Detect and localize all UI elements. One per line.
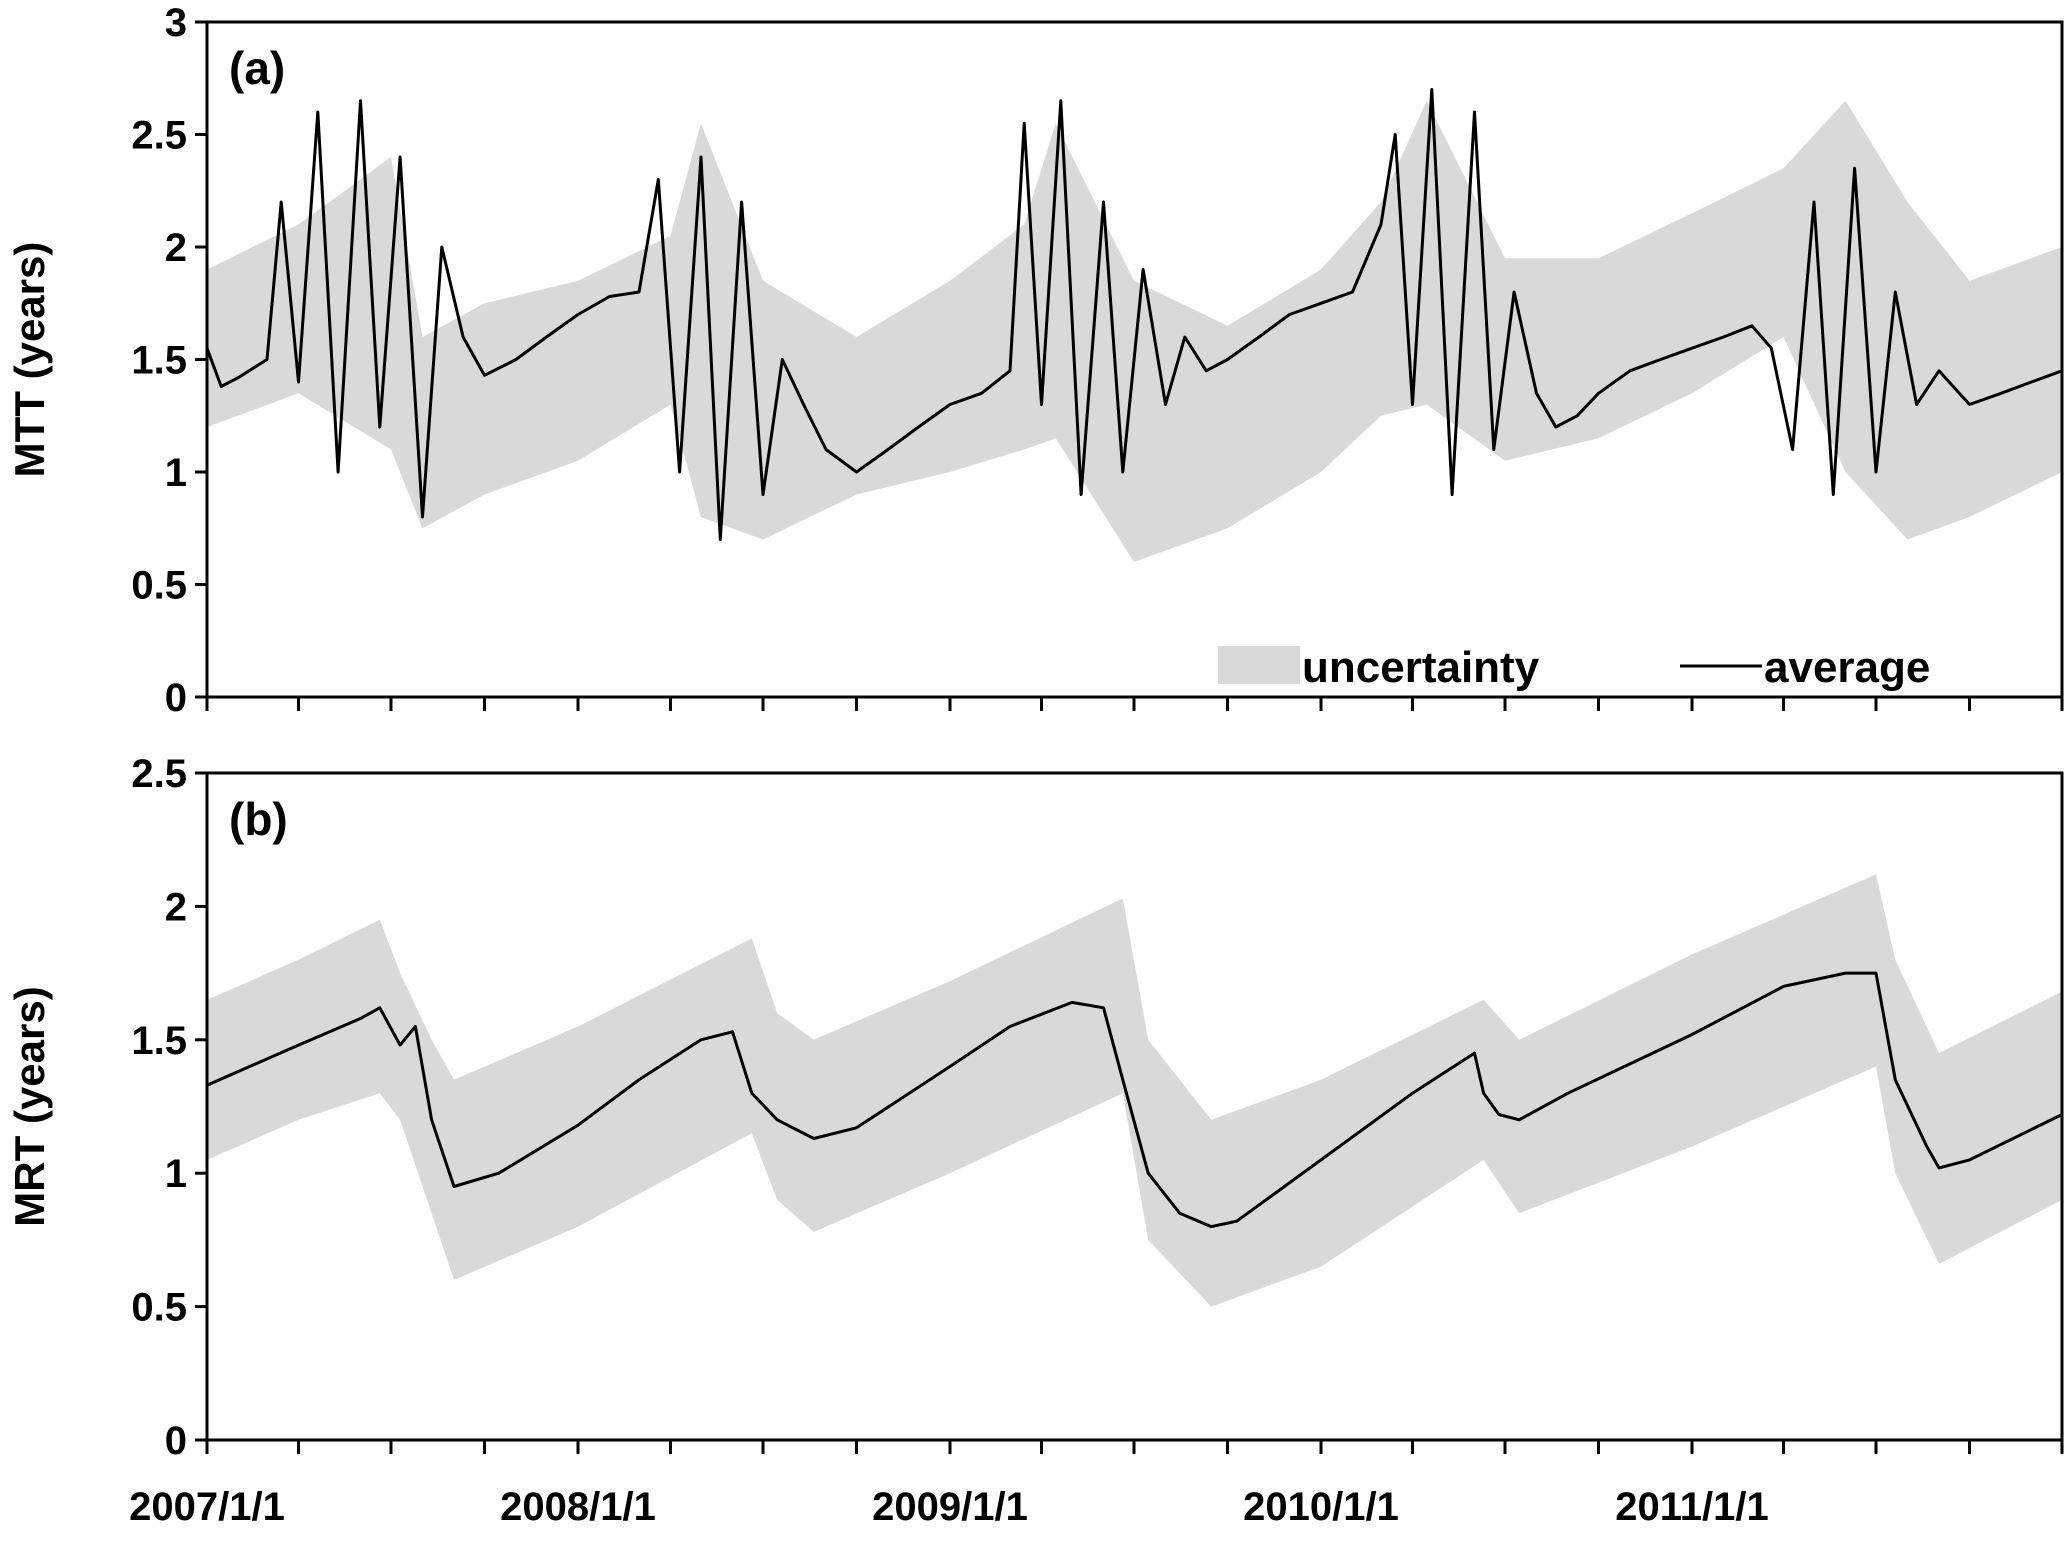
y-tick-label: 0.5: [131, 1286, 187, 1330]
y-tick-label: 1: [165, 1152, 187, 1196]
y-axis-ticks: 0 0.5 1 1.5 2 2.5 3: [131, 1, 207, 720]
y-axis-title: MRT (years): [6, 986, 53, 1226]
y-tick-label: 0: [165, 676, 187, 720]
y-tick-label: 1.5: [131, 1019, 187, 1063]
x-tick-label: 2009/1/1: [872, 1485, 1028, 1529]
y-tick-label: 2.5: [131, 114, 187, 158]
average-line: [206, 971, 2063, 1229]
x-tick-label: 2011/1/1: [1615, 1485, 1769, 1529]
y-axis-title: MTT (years): [6, 242, 53, 478]
average-line-layer: [206, 971, 2063, 1229]
y-tick-label: 2.5: [131, 752, 187, 796]
uncertainty-band: [207, 874, 2062, 1307]
panel-a-mtt-chart: 0 0.5 1 1.5 2 2.5 3 (a) MTT (years) uncertaint…: [6, 1, 2064, 720]
y-tick-label: 3: [165, 1, 187, 45]
average-line: [205, 88, 2063, 541]
x-tick-label: 2007/1/1: [129, 1485, 285, 1529]
uncertainty-band-layer: [207, 874, 2062, 1307]
panel-b-mrt-chart: 00.511.522.5 (b) MRT (years) 2007/1/1 200…: [6, 752, 2064, 1529]
legend-label-uncertainty: uncertainty: [1302, 643, 1540, 692]
legend-label-average: average: [1764, 643, 1930, 692]
y-tick-label: 0.5: [131, 564, 187, 608]
y-tick-label: 0: [165, 1419, 187, 1463]
panel-label: (a): [229, 42, 285, 94]
y-tick-label: 1: [165, 451, 187, 495]
x-tick-label: 2010/1/1: [1243, 1485, 1399, 1529]
y-axis-ticks: 0 0.5 1 1.5 2 2.5: [131, 752, 207, 1463]
x-axis-date-labels: 2007/1/1 2008/1/1 2009/1/1 2010/1/1 2011/1/1: [129, 1485, 1769, 1529]
y-tick-label: 1.5: [131, 339, 187, 383]
legend: uncertainty average: [1218, 643, 1930, 692]
y-tick-label: 2: [165, 885, 187, 929]
x-axis-ticks: [205, 697, 2064, 711]
y-tick-label: 2: [165, 226, 187, 270]
uncertainty-band: [207, 100, 2062, 563]
x-axis-ticks: [205, 1440, 2064, 1454]
legend-swatch-uncertainty: [1218, 646, 1300, 684]
x-tick-label: 2008/1/1: [500, 1485, 656, 1529]
panel-label: (b): [229, 793, 288, 845]
average-line-layer: [205, 88, 2063, 541]
uncertainty-band-layer: [207, 100, 2062, 563]
